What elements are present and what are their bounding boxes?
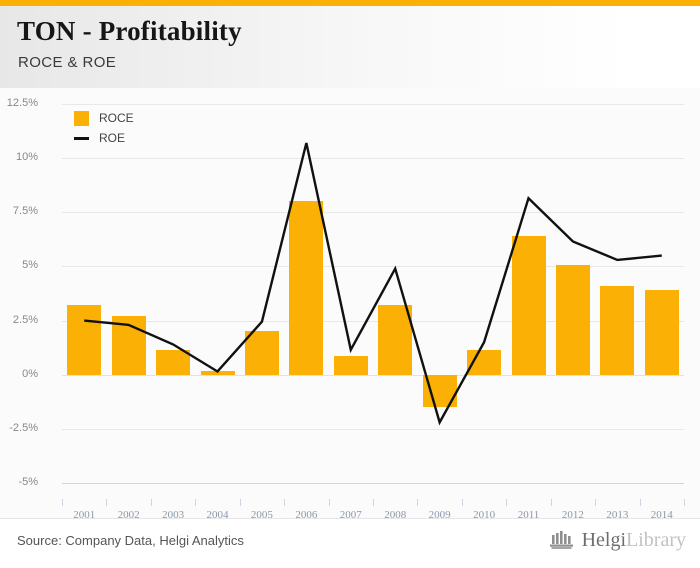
- y-axis-label: 10%: [15, 151, 38, 164]
- legend-item-roce[interactable]: ROCE: [74, 108, 134, 128]
- source-note: Source: Company Data, Helgi Analytics: [17, 533, 244, 548]
- y-axis-label: 2.5%: [12, 313, 38, 326]
- y-axis-label: 5%: [22, 259, 38, 272]
- legend-item-roe[interactable]: ROE: [74, 128, 134, 148]
- chart-legend: ROCE ROE: [74, 108, 134, 148]
- bar-2003[interactable]: [156, 349, 191, 375]
- brand-secondary: Library: [626, 529, 686, 551]
- gridline: [62, 212, 684, 214]
- roe-swatch-icon: [74, 136, 89, 140]
- roe-line-layer: [84, 142, 662, 426]
- x-tick-mark: [550, 499, 552, 506]
- y-axis-label: -2.5%: [9, 421, 38, 434]
- bar-2013[interactable]: [600, 285, 635, 375]
- page-subtitle: ROCE & ROE: [18, 54, 117, 71]
- x-tick-mark: [506, 499, 508, 506]
- gridline: [62, 374, 684, 376]
- x-tick-mark: [62, 499, 63, 506]
- x-tick-mark: [239, 499, 241, 506]
- plot-area: 12.5% 10% 7.5% 5% 2.5% 0% -2.5% -5% 2001 2002 200…: [0, 88, 700, 521]
- bar-2005[interactable]: [244, 331, 279, 375]
- page-title: TON - Profitability: [17, 16, 242, 46]
- x-tick-mark: [284, 499, 286, 506]
- x-tick-mark: [639, 499, 641, 506]
- brand-logo: HelgiLibrary: [549, 529, 686, 551]
- bar-2008[interactable]: [378, 305, 413, 375]
- y-axis-label: 7.5%: [12, 205, 38, 218]
- brand-wordmark: HelgiLibrary: [582, 530, 686, 550]
- y-axis-label: -5%: [18, 476, 38, 488]
- x-tick-mark: [595, 499, 597, 506]
- y-axis-label: 12.5%: [6, 97, 38, 109]
- gridline: [62, 266, 684, 268]
- bar-2001[interactable]: [67, 305, 102, 375]
- legend-label-roe: ROE: [99, 131, 126, 145]
- y-axis-label: 0%: [22, 367, 38, 380]
- gridline: [62, 428, 684, 430]
- library-building-icon: [549, 531, 573, 549]
- chart-header: TON - Profitability ROCE & ROE: [0, 6, 700, 88]
- x-tick-mark: [684, 499, 685, 506]
- bars-layer: [62, 104, 684, 483]
- bar-2012[interactable]: [555, 265, 590, 375]
- roe-line[interactable]: [84, 142, 662, 426]
- bar-2004[interactable]: [200, 371, 235, 375]
- x-tick-mark: [373, 499, 374, 506]
- x-tick-mark: [195, 499, 197, 506]
- bar-2011[interactable]: [511, 236, 546, 375]
- legend-label-roce: ROCE: [99, 111, 134, 125]
- footer-divider: [0, 518, 700, 519]
- x-tick-mark: [328, 499, 330, 506]
- x-tick-mark: [461, 499, 463, 506]
- bar-2006[interactable]: [289, 201, 324, 375]
- gridline: [62, 158, 684, 160]
- chart-footer: Source: Company Data, Helgi Analytics He…: [0, 519, 700, 568]
- brand-primary: Helgi: [581, 529, 627, 551]
- bar-2007[interactable]: [333, 356, 368, 375]
- gridline: [62, 320, 684, 322]
- top-accent-bar: [0, 0, 700, 6]
- x-tick-mark: [417, 499, 419, 506]
- gridline: [62, 104, 684, 105]
- bar-2014[interactable]: [644, 290, 679, 375]
- x-tick-mark: [106, 499, 108, 506]
- plot-inner: 12.5% 10% 7.5% 5% 2.5% 0% -2.5% -5%: [7, 97, 684, 488]
- roce-swatch-icon: [74, 110, 89, 126]
- x-tick-mark: [150, 499, 152, 506]
- x-axis-line: [62, 483, 684, 484]
